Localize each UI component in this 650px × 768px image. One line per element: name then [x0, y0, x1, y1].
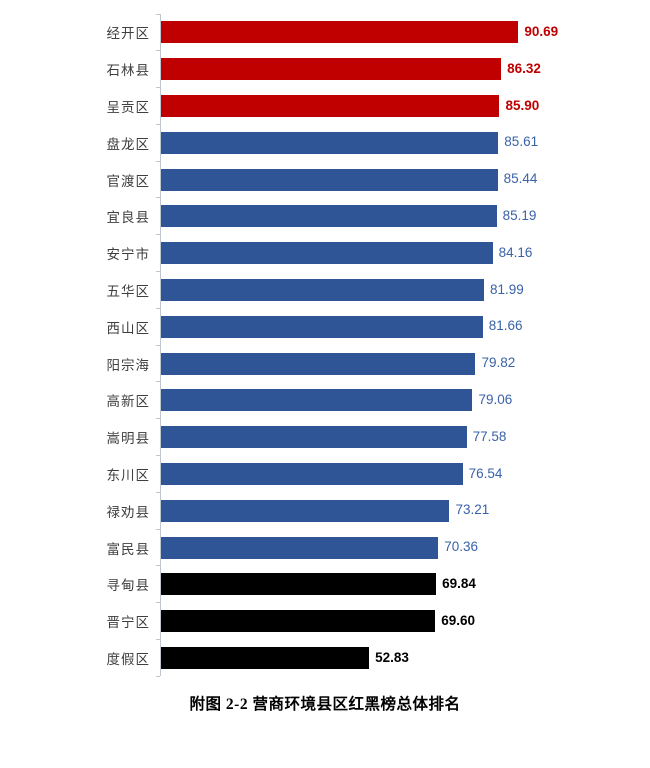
category-label: 度假区 — [106, 651, 150, 667]
value-label: 70.36 — [444, 539, 478, 555]
value-label: 81.99 — [490, 281, 524, 297]
plot-area: 81.99 — [156, 271, 555, 309]
value-label: 69.84 — [442, 575, 476, 591]
plot-area: 85.90 — [156, 87, 555, 125]
plot-area: 69.60 — [156, 602, 555, 640]
bar — [161, 205, 497, 228]
category-label: 富民县 — [106, 541, 150, 557]
value-label: 52.83 — [375, 649, 409, 665]
bar — [161, 536, 439, 559]
bar-row: 晋宁区 69.60 — [0, 602, 650, 640]
value-label: 76.54 — [468, 465, 503, 481]
value-label: 79.06 — [478, 391, 513, 407]
chart-caption: 附图 2-2 营商环境县区红黑榜总体排名 — [189, 696, 461, 714]
category-label: 石林县 — [106, 63, 150, 79]
plot-area: 90.69 — [156, 13, 559, 51]
bar-chart: 经开区 90.69 石林县 86.32 呈贡区 85.90 盘龙区 85.61 官渡区 85.44… — [0, 13, 650, 677]
category-label: 呈贡区 — [106, 99, 150, 115]
plot-area: 76.54 — [156, 455, 555, 493]
value-label: 85.19 — [502, 207, 537, 223]
category-label: 官渡区 — [106, 173, 150, 189]
bar — [161, 426, 467, 449]
category-label: 高新区 — [106, 394, 150, 410]
value-label: 79.82 — [481, 355, 516, 371]
bar-row: 高新区 79.06 — [0, 381, 650, 419]
bar — [161, 462, 463, 485]
bar — [161, 21, 519, 44]
plot-area: 79.82 — [156, 344, 555, 382]
bar-row: 五华区 81.99 — [0, 271, 650, 309]
plot-area: 85.44 — [156, 160, 555, 198]
bar — [161, 168, 498, 191]
bar — [161, 389, 473, 412]
bar — [161, 499, 450, 522]
bar — [161, 58, 502, 81]
bar — [161, 242, 493, 265]
bar — [161, 352, 476, 375]
value-label: 81.66 — [488, 318, 523, 334]
value-label: 86.32 — [507, 60, 541, 76]
plot-area: 85.61 — [156, 123, 555, 162]
category-label: 经开区 — [106, 26, 150, 42]
value-label: 85.90 — [505, 97, 540, 113]
bar-row: 富民县 70.36 — [0, 528, 650, 566]
bar — [161, 278, 485, 301]
category-label: 盘龙区 — [106, 136, 150, 152]
bar-row: 东川区 76.54 — [0, 455, 650, 493]
plot-area: 86.32 — [156, 50, 555, 88]
bar-row: 盘龙区 85.61 — [0, 123, 650, 162]
category-label: 五华区 — [106, 283, 150, 299]
category-label: 阳宗海 — [106, 357, 150, 373]
plot-area: 85.19 — [156, 197, 555, 235]
bar-row: 呈贡区 85.90 — [0, 87, 650, 125]
bar-row: 经开区 90.69 — [0, 13, 650, 51]
value-label: 90.69 — [524, 24, 559, 39]
bar — [161, 131, 499, 154]
bar-row: 西山区 81.66 — [0, 307, 650, 346]
value-label: 85.44 — [503, 171, 538, 187]
plot-area: 84.16 — [156, 234, 555, 272]
plot-area: 52.83 — [156, 639, 555, 677]
category-label: 东川区 — [106, 467, 150, 483]
bar-row: 官渡区 85.44 — [0, 160, 650, 198]
plot-area: 73.21 — [156, 491, 555, 530]
value-label: 84.16 — [498, 244, 533, 260]
bar — [161, 573, 437, 596]
plot-area: 77.58 — [156, 418, 555, 456]
bar-row: 寻甸县 69.84 — [0, 565, 650, 603]
category-label: 西山区 — [106, 320, 150, 336]
bar — [161, 94, 500, 117]
value-label: 85.61 — [504, 134, 539, 150]
plot-area: 81.66 — [156, 307, 555, 346]
bar-row: 嵩明县 77.58 — [0, 418, 650, 456]
plot-area: 69.84 — [156, 565, 555, 603]
category-label: 禄劝县 — [106, 504, 150, 520]
plot-area: 79.06 — [156, 381, 555, 419]
category-label: 寻甸县 — [106, 578, 150, 594]
bar-row: 宜良县 85.19 — [0, 197, 650, 235]
bar — [161, 646, 370, 669]
bar-row: 度假区 52.83 — [0, 639, 650, 677]
bar-row: 禄劝县 73.21 — [0, 491, 650, 530]
plot-area: 70.36 — [156, 528, 555, 566]
bar-row: 安宁市 84.16 — [0, 234, 650, 272]
bar — [161, 315, 483, 338]
value-label: 69.60 — [441, 612, 476, 628]
category-label: 晋宁区 — [106, 615, 150, 631]
bar — [161, 610, 436, 633]
value-label: 73.21 — [455, 502, 490, 518]
bar-row: 阳宗海 79.82 — [0, 344, 650, 382]
bar-row: 石林县 86.32 — [0, 50, 650, 88]
value-label: 77.58 — [472, 428, 507, 444]
category-label: 宜良县 — [106, 210, 150, 226]
category-label: 安宁市 — [106, 247, 150, 263]
category-label: 嵩明县 — [106, 431, 150, 447]
